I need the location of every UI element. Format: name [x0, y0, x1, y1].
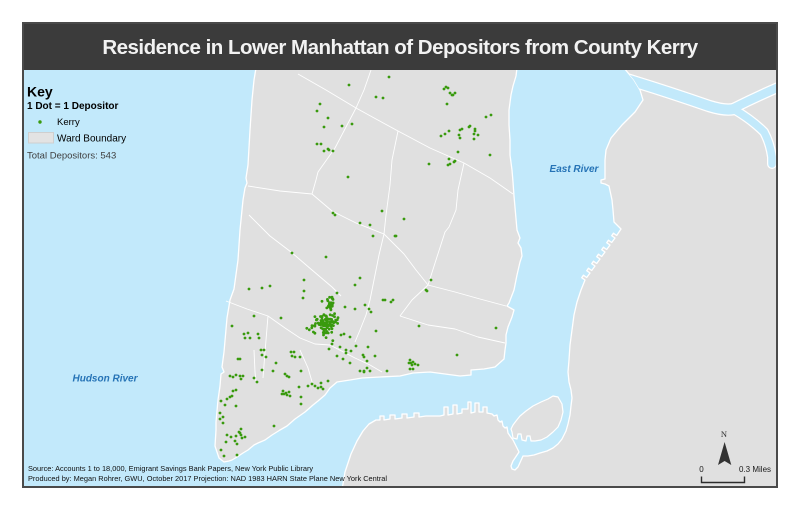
svg-text:Ward Boundary: Ward Boundary [57, 134, 126, 145]
svg-text:Key: Key [27, 84, 53, 100]
svg-text:Hudson River: Hudson River [72, 374, 138, 385]
svg-text:0: 0 [699, 465, 704, 474]
svg-text:East River: East River [550, 164, 600, 175]
svg-text:Residence in Lower Manhattan o: Residence in Lower Manhattan of Deposito… [102, 36, 698, 59]
svg-text:Total Depositors: 543: Total Depositors: 543 [27, 151, 116, 162]
svg-text:Source: Accounts 1 to 18,000,: Source: Accounts 1 to 18,000, Emigrant S… [28, 464, 313, 473]
svg-text:Produced by: Megan Rohrer, GWU: Produced by: Megan Rohrer, GWU, October … [28, 474, 387, 483]
svg-text:N: N [721, 429, 727, 439]
svg-text:1 Dot = 1 Depositor: 1 Dot = 1 Depositor [27, 101, 119, 112]
svg-text:Kerry: Kerry [57, 117, 80, 128]
svg-text:0.3 Miles: 0.3 Miles [739, 465, 771, 474]
